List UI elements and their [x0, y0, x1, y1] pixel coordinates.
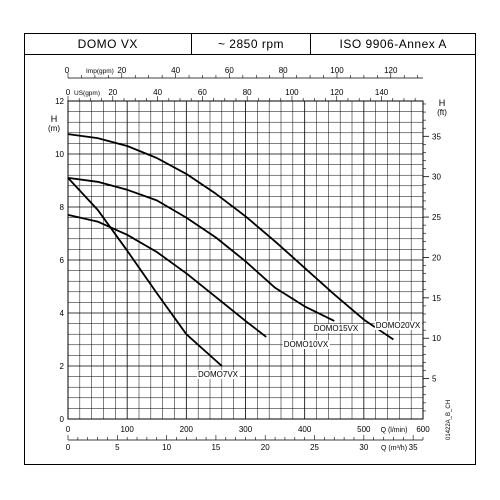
y-axis-label-h: H: [51, 114, 58, 124]
curve-domo15vx: [67, 177, 335, 322]
x-tick-label-imp: 80: [279, 66, 288, 75]
x-tick-label-us: 60: [198, 88, 207, 97]
curve-label-domo20vx: DOMO20VX: [376, 321, 421, 330]
x-tick-label-lmin: 400: [298, 425, 312, 434]
x-tick-label-lmin: 0: [66, 425, 71, 434]
curve-label-bg: [282, 340, 330, 349]
plot-border: [67, 100, 424, 420]
x-tick-label-lmin: 200: [180, 425, 194, 434]
curve-domo7vx: [67, 177, 223, 367]
y-tick-label-ft: 25: [432, 213, 441, 222]
x-tick-label-us: 40: [153, 88, 162, 97]
x-tick-label-us: 80: [243, 88, 252, 97]
model-title: DOMO VX: [25, 34, 192, 54]
x-tick-label-imp: 60: [225, 66, 234, 75]
curve-label-domo10vx: DOMO10VX: [284, 340, 329, 349]
curve-label-domo7vx: DOMO7VX: [198, 370, 239, 379]
x-tick-label-lmin: 300: [239, 425, 253, 434]
curve-label-bg: [312, 324, 360, 333]
y-axis-label-unit: (m): [48, 124, 60, 133]
y-right-label-h: H: [439, 98, 446, 108]
y-tick-label-ft: 5: [432, 375, 437, 384]
figure-id: 01422A_B_CH: [446, 399, 452, 440]
x-tick-label-m3h: 25: [310, 443, 319, 452]
chart-frame: [24, 55, 476, 465]
x-tick-label-m3h: 20: [261, 443, 270, 452]
y-tick-label-m: 4: [60, 309, 65, 318]
x-tick-label-lmin: 600: [416, 425, 430, 434]
x-tick-label-m3h: 15: [211, 443, 220, 452]
x-tick-label-lmin: 500: [357, 425, 371, 434]
x-tick-label-m3h: 0: [66, 443, 71, 452]
x-tick-label-imp: 20: [117, 66, 126, 75]
x-tick-label-us: 100: [285, 88, 299, 97]
y-tick-label-ft: 15: [432, 294, 441, 303]
y-tick-label-ft: 20: [432, 253, 441, 262]
curve-label-bg: [374, 321, 422, 330]
curve-domo20vx: [67, 133, 394, 341]
x-tick-label-m3h: 35: [409, 443, 418, 452]
x-axis-label-m3h: Q (m³/h): [381, 445, 407, 452]
y-tick-label-m: 2: [60, 362, 65, 371]
title-bar: DOMO VX ~ 2850 rpm ISO 9906-Annex A: [24, 33, 476, 55]
x-tick-label-imp: 100: [330, 66, 344, 75]
x-tick-label-us: 140: [375, 88, 389, 97]
x-tick-label-imp: 120: [384, 66, 398, 75]
x-tick-label-lmin: 100: [120, 425, 134, 434]
curve-label-bg: [196, 370, 240, 379]
y-right-label-unit: (ft): [437, 108, 447, 117]
x-axis-label-imp: Imp(gpm): [86, 68, 114, 75]
y-tick-label-m: 10: [55, 150, 64, 159]
y-tick-label-m: 6: [60, 256, 65, 265]
y-tick-label-m: 0: [60, 415, 65, 424]
y-tick-label-ft: 35: [432, 132, 441, 141]
y-tick-label-m: 12: [55, 97, 64, 106]
x-tick-label-imp: 40: [171, 66, 180, 75]
x-tick-label-m3h: 30: [359, 443, 368, 452]
x-tick-label-us: 0: [66, 88, 71, 97]
standard-label: ISO 9906-Annex A: [339, 37, 447, 51]
x-tick-label-imp: 0: [65, 66, 70, 75]
curve-domo10vx: [67, 214, 267, 338]
x-tick-label-m3h: 10: [162, 443, 171, 452]
y-tick-label-ft: 10: [432, 334, 441, 343]
y-tick-label-m: 8: [60, 203, 65, 212]
speed-label: ~ 2850 rpm: [192, 34, 312, 54]
x-tick-label-us: 20: [108, 88, 117, 97]
x-axis-label-us: US(gpm): [74, 90, 100, 97]
x-tick-label-m3h: 5: [115, 443, 120, 452]
x-axis-label-lmin: Q (l/min): [381, 427, 408, 434]
curve-label-domo15vx: DOMO15VX: [314, 324, 359, 333]
y-tick-label-ft: 30: [432, 173, 441, 182]
x-tick-label-us: 120: [330, 88, 344, 97]
